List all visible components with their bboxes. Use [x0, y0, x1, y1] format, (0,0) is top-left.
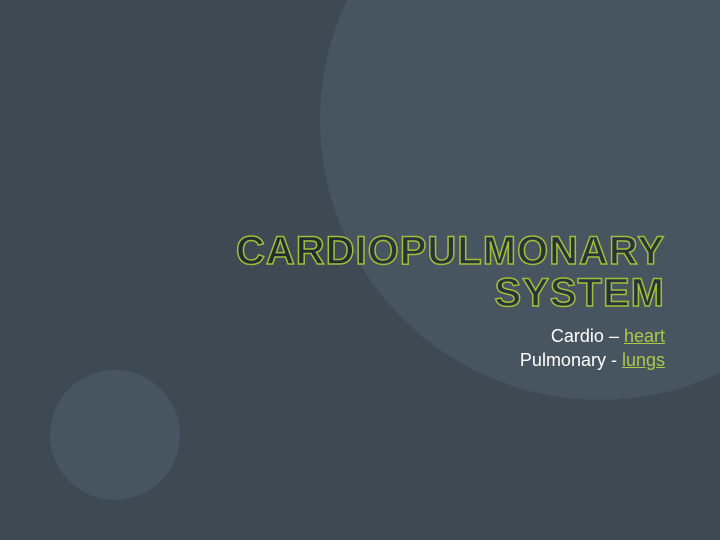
title-line-2: SYSTEM	[495, 271, 665, 315]
decorative-circle-small	[50, 370, 180, 500]
subtitle-line2-prefix: Pulmonary -	[520, 350, 622, 370]
subtitle-line1-accent: heart	[624, 326, 665, 346]
subtitle-line2-accent: lungs	[622, 350, 665, 370]
slide-title: CARDIOPULMONARY SYSTEM	[105, 230, 665, 314]
content-block: CARDIOPULMONARY SYSTEM Cardio – heart Pu…	[105, 230, 665, 373]
title-line-1: CARDIOPULMONARY	[236, 229, 665, 273]
slide: CARDIOPULMONARY SYSTEM Cardio – heart Pu…	[0, 0, 720, 540]
slide-subtitle: Cardio – heart Pulmonary - lungs	[105, 324, 665, 373]
subtitle-line1-prefix: Cardio –	[551, 326, 624, 346]
